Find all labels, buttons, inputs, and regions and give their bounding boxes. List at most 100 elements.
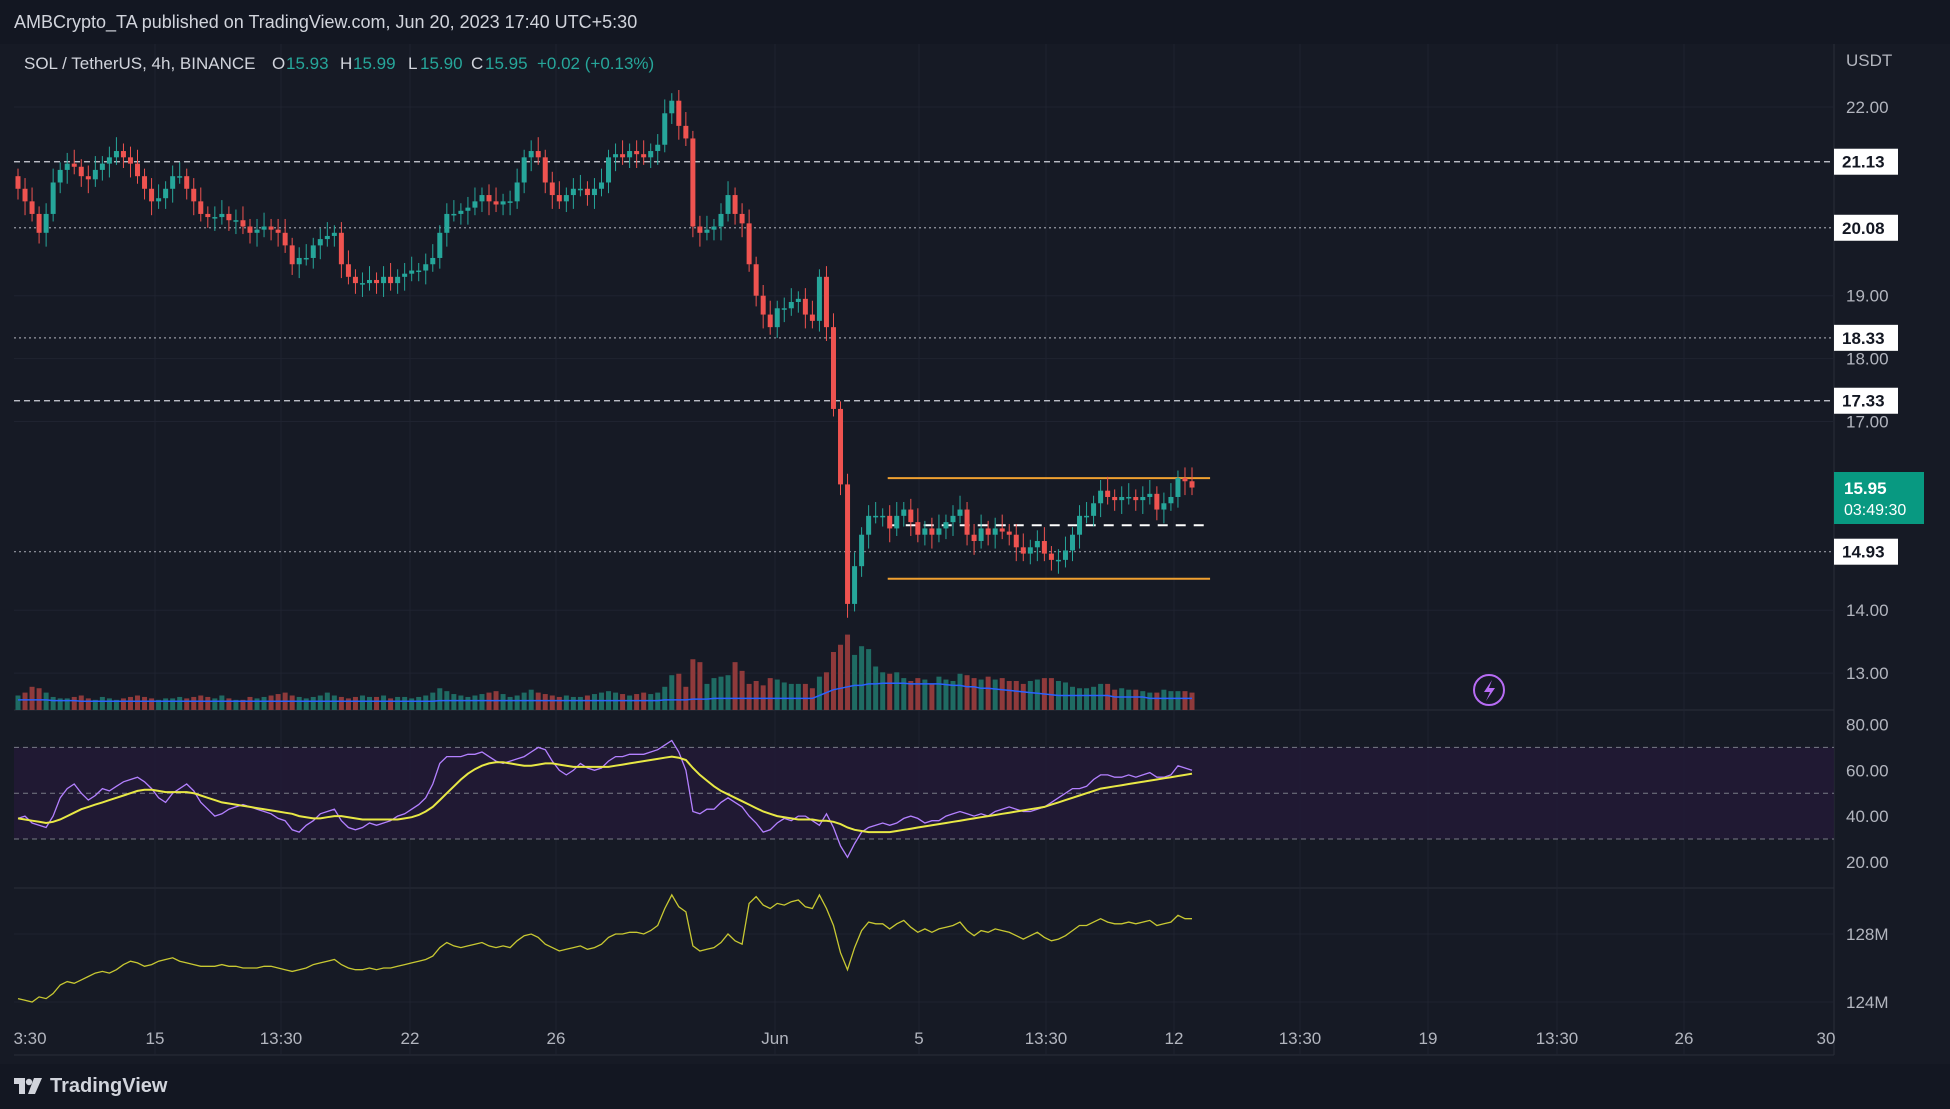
candle-body: [465, 207, 471, 211]
candle-body: [641, 154, 647, 158]
volume-bar: [331, 695, 337, 710]
candle-body: [1133, 496, 1139, 501]
volume-bar: [163, 698, 169, 710]
volume-bar: [205, 696, 211, 710]
volume-bar: [191, 696, 197, 710]
candle-body: [985, 528, 991, 535]
candle: [774, 300, 780, 338]
volume-bar: [458, 695, 464, 710]
volume-bar: [240, 699, 246, 710]
obv-tick-label: 124M: [1846, 993, 1889, 1012]
volume-bar: [542, 694, 548, 710]
candle: [1168, 483, 1174, 511]
candle-body: [374, 279, 380, 284]
candle-body: [226, 213, 232, 221]
volume-bar: [795, 683, 801, 710]
volume-bar: [816, 676, 822, 710]
volume-bar: [514, 695, 520, 710]
candle: [352, 269, 358, 294]
volume-bar: [648, 694, 654, 710]
axes: 22.00 19.00 18.00 17.00 14.00 13.00 3:30 15 13:3…: [13, 98, 1888, 1048]
publish-header: AMBCrypto_TA published on TradingView.co…: [0, 0, 1950, 44]
volume-bar: [732, 662, 738, 710]
candle: [444, 203, 450, 247]
candle-body: [697, 226, 703, 233]
candle: [142, 168, 148, 200]
candle: [669, 93, 675, 124]
volume-bar: [507, 696, 513, 710]
volume-bar: [725, 675, 731, 710]
tradingview-logo[interactable]: TradingView: [14, 1072, 167, 1100]
candle: [971, 524, 977, 555]
candle-body: [577, 188, 583, 191]
candle-body: [823, 276, 829, 328]
candle-body: [1182, 478, 1188, 482]
candle-body: [570, 188, 576, 196]
candle: [268, 218, 274, 241]
volume-bar: [416, 696, 422, 710]
candle: [718, 203, 724, 241]
candle: [430, 244, 436, 272]
obv-panel: 128M 124M: [14, 893, 1889, 1012]
candle: [64, 152, 70, 184]
alert-bolt-icon[interactable]: [1473, 674, 1505, 706]
candle: [120, 143, 126, 169]
candle-body: [528, 151, 534, 158]
volume-bar: [718, 676, 724, 710]
candle: [1041, 527, 1047, 562]
candle-body: [648, 151, 654, 158]
volume-bar: [880, 672, 886, 710]
candle-body: [71, 163, 77, 167]
level-price-label: 17.33: [1842, 392, 1885, 411]
close-label: C: [471, 54, 483, 73]
candle: [92, 156, 98, 187]
candle-body: [1189, 481, 1195, 488]
candle: [36, 206, 42, 244]
candle-body: [1126, 496, 1132, 499]
candle-body: [50, 182, 56, 214]
volume-bar: [746, 683, 752, 710]
volume-bar: [627, 695, 633, 710]
volume-bar: [620, 694, 626, 710]
candle-body: [423, 264, 429, 271]
chart-canvas[interactable]: 21.13 20.08 18.33 17.33 14.93 80.00 60.00 40.0…: [0, 0, 1950, 1064]
volume-bar: [113, 699, 119, 710]
volume-bar: [149, 698, 155, 710]
volume-bar: [437, 688, 443, 710]
volume-bar: [823, 672, 829, 710]
candle: [767, 300, 773, 335]
volume-bar: [1027, 681, 1033, 710]
price-tick-label: 13.00: [1846, 664, 1889, 683]
symbol-title: SOL / TetherUS, 4h, BINANCE: [24, 54, 255, 73]
volume-bar: [739, 670, 745, 710]
level-price-badge: 18.33: [1834, 324, 1898, 351]
volume-bar: [15, 695, 21, 710]
horizontal-levels: 21.13 20.08 18.33 17.33 14.93: [14, 148, 1898, 565]
candle: [648, 143, 654, 169]
volume-bar: [472, 695, 478, 710]
candle: [521, 149, 527, 194]
candle-body: [338, 232, 344, 265]
candle-body: [388, 276, 394, 284]
volume-bar: [915, 678, 921, 710]
candle-body: [859, 534, 865, 567]
candle-body: [598, 182, 604, 189]
volume-bar: [156, 699, 162, 710]
candle-body: [303, 257, 309, 260]
volume-bar: [1077, 688, 1083, 710]
candle: [1098, 479, 1104, 518]
volume-bar: [584, 695, 590, 710]
candle: [1182, 467, 1188, 496]
candle: [795, 291, 801, 313]
candle: [57, 162, 63, 194]
candle: [1034, 530, 1040, 562]
candle: [1175, 470, 1181, 508]
candle-body: [816, 276, 822, 321]
candle: [458, 203, 464, 225]
candle: [866, 505, 872, 549]
bar-countdown: 03:49:30: [1844, 502, 1906, 519]
candle: [106, 146, 112, 178]
volume-bar: [1112, 689, 1118, 710]
candle-body: [1027, 547, 1033, 554]
volume-bar: [345, 698, 351, 710]
